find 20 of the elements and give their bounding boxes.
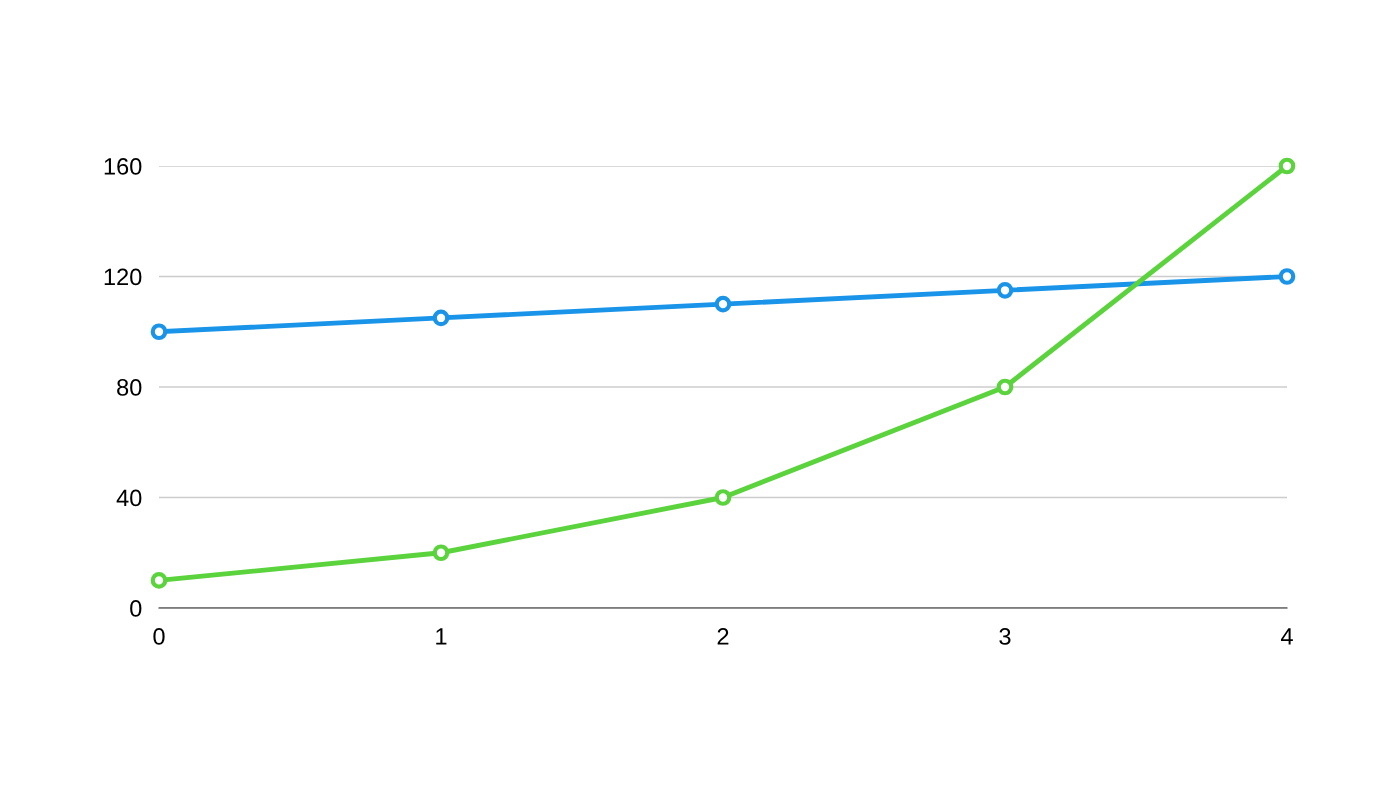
point [996, 378, 1014, 396]
y-tick-label: 160 [104, 158, 142, 175]
x-tick-label: 3 [999, 628, 1011, 645]
y-tick-label: 0 [130, 600, 142, 617]
point [150, 323, 168, 341]
point [150, 572, 168, 589]
x-tick-label: 4 [1280, 628, 1293, 645]
y-tick-label: 40 [116, 489, 142, 507]
point [714, 489, 732, 506]
point [996, 281, 1014, 299]
point [432, 544, 450, 562]
y-tick-label: 80 [117, 379, 142, 396]
x-tick-label: 2 [717, 628, 729, 645]
point [1278, 268, 1296, 285]
point [714, 295, 732, 313]
x-tick-label: 0 [153, 628, 165, 645]
x-tick-label: 1 [436, 628, 447, 645]
point [432, 309, 450, 327]
y-tick-label: 120 [104, 268, 142, 286]
point [1278, 157, 1296, 175]
